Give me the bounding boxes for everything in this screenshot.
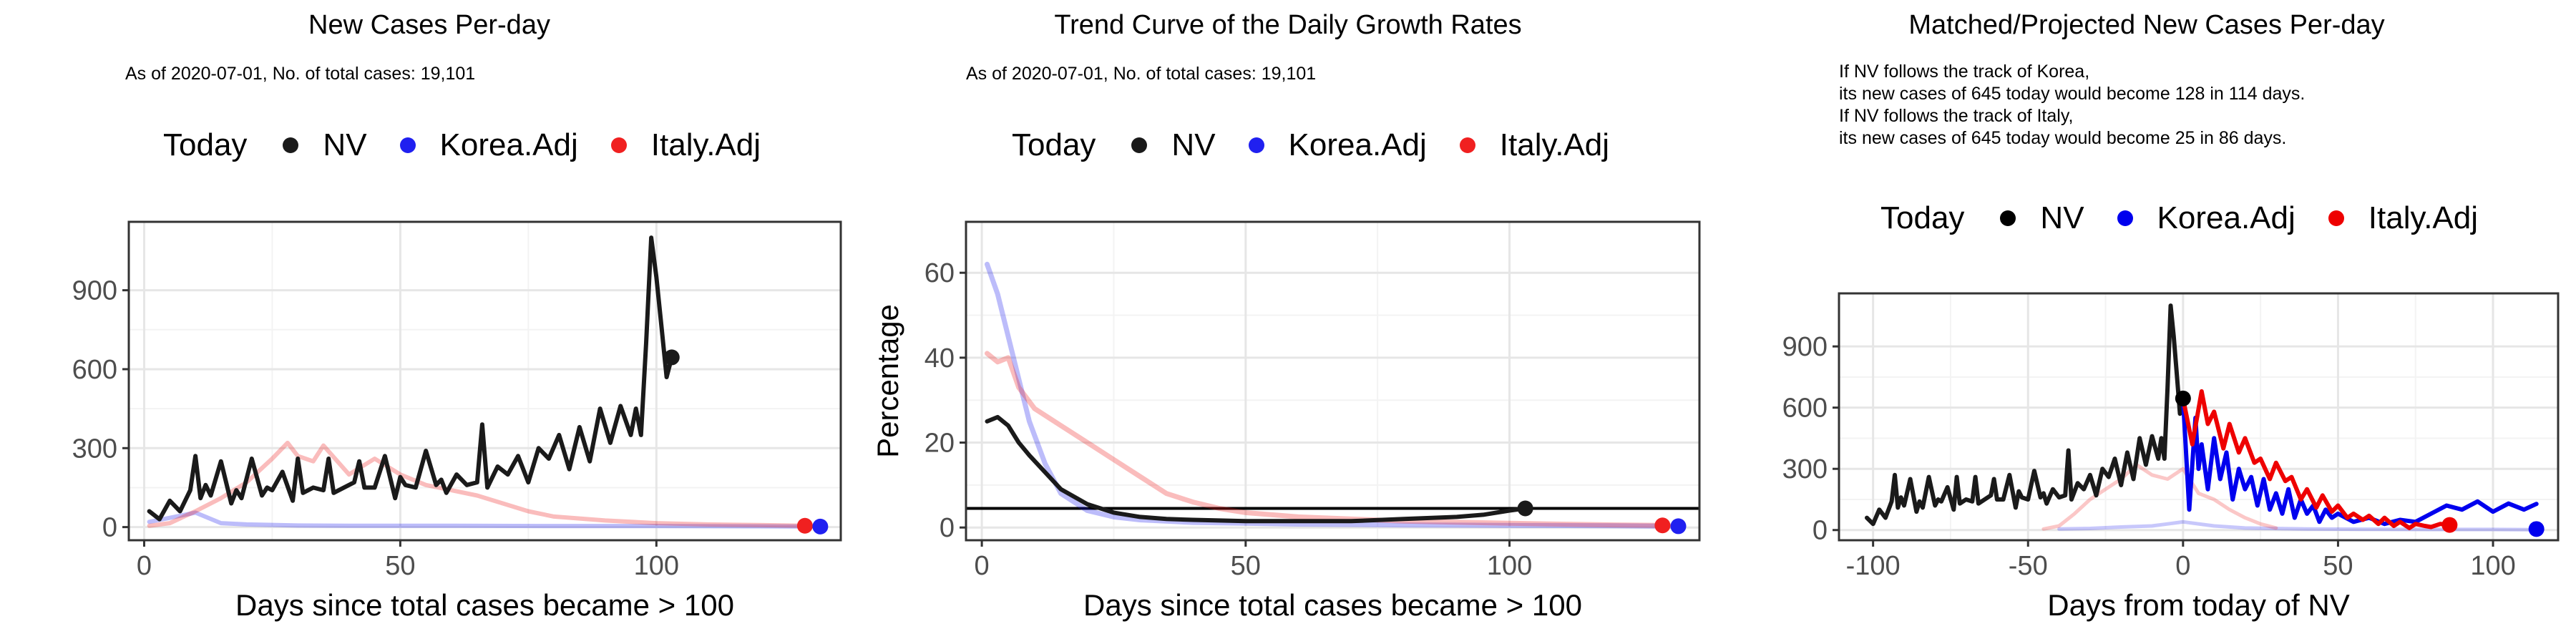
- x-tick-label: 0: [2175, 551, 2190, 581]
- plot-growth-rates: 0 50 100 0 20 40 60 Days since total cases beca…: [871, 220, 1701, 622]
- today-point-korea-adj: [2528, 521, 2545, 537]
- y-tick-label: 20: [924, 429, 955, 459]
- panel-growth-rates: Trend Curve of the Daily Growth Rates As…: [859, 0, 1717, 644]
- y-axis-label: Percentage: [871, 304, 904, 458]
- y-tick-label: 60: [924, 258, 955, 288]
- series-line-nv: [1865, 303, 2185, 527]
- today-point-nv: [1517, 500, 1533, 517]
- chart-subtitle-line: its new cases of 645 today would become …: [1839, 128, 2287, 148]
- legend-item-nv: NV: [1990, 200, 2084, 236]
- legend-title: Today: [1012, 127, 1096, 162]
- legend-dot-icon: [2000, 210, 2016, 226]
- today-point-italy-adj: [2441, 517, 2458, 533]
- x-tick-label: 100: [2470, 551, 2515, 581]
- y-tick-label: 300: [1782, 454, 1828, 484]
- x-tick-label: 100: [634, 551, 679, 581]
- legend-label: Korea.Adj: [2157, 200, 2296, 235]
- plot-projected: -100 -50 0 50 100 0 300 600 900 Days from today o…: [1782, 292, 2560, 622]
- today-point-nv: [663, 349, 680, 366]
- y-tick-label: 0: [1813, 516, 1828, 546]
- legend-label: Italy.Adj: [2368, 200, 2479, 235]
- today-point-italy-adj: [1654, 517, 1671, 534]
- legend-dot-icon: [1248, 137, 1264, 153]
- plot-border: [127, 220, 842, 542]
- y-tick-label: 0: [940, 513, 955, 543]
- x-tick-label: 0: [975, 551, 990, 581]
- chart-subtitle: As of 2020-07-01, No. of total cases: 19…: [966, 64, 1317, 84]
- series-line-nv-faded-italy: [2041, 463, 2278, 531]
- legend-item-korea: Korea.Adj: [1216, 127, 1427, 163]
- chart-title: Trend Curve of the Daily Growth Rates: [1054, 10, 1522, 40]
- legend-dot-icon: [1459, 137, 1475, 153]
- today-point-korea-adj: [812, 518, 829, 535]
- x-axis-label: Days since total cases became > 100: [1083, 588, 1582, 622]
- chart-subtitle-line: If NV follows the track of Korea,: [1839, 62, 2090, 82]
- x-tick-label: -50: [2009, 551, 2048, 581]
- legend-dot-icon: [2117, 210, 2133, 226]
- y-tick-label: 40: [924, 343, 955, 374]
- legend-dot-icon: [283, 137, 299, 153]
- y-tick-label: 600: [72, 355, 117, 385]
- chart-subtitle-line: its new cases of 645 today would become …: [1839, 84, 2306, 104]
- series-line-italy-adj: [985, 351, 1665, 528]
- legend-label: NV: [2040, 200, 2084, 235]
- legend: Today NV Korea.Adj Italy.Adj: [163, 127, 761, 163]
- legend-item-korea: Korea.Adj: [2084, 200, 2296, 236]
- y-tick-label: 0: [102, 513, 117, 543]
- series-line-korea-adj: [985, 261, 1681, 529]
- today-point-italy-adj: [796, 517, 813, 534]
- legend-dot-icon: [1131, 137, 1148, 153]
- legend-title: Today: [1880, 200, 1965, 235]
- chart-title: New Cases Per-day: [308, 10, 550, 40]
- chart-subtitle: As of 2020-07-01, No. of total cases: 19…: [125, 64, 476, 84]
- legend-item-nv: NV: [1121, 127, 1216, 163]
- today-point-korea-adj: [1670, 518, 1687, 535]
- series-line-nv: [985, 414, 1528, 524]
- legend-item-italy: Italy.Adj: [2296, 200, 2478, 236]
- y-tick-label: 900: [72, 276, 117, 306]
- series-line-nv: [147, 235, 674, 522]
- series-line-nv-faded-korea: [2057, 519, 2539, 532]
- legend-label: NV: [1171, 127, 1216, 162]
- x-tick-label: 100: [1487, 551, 1532, 581]
- legend-title: Today: [163, 127, 248, 162]
- x-tick-label: 50: [1231, 551, 1261, 581]
- y-tick-label: 900: [1782, 332, 1828, 362]
- x-tick-label: 0: [137, 551, 152, 581]
- legend-item-nv: NV: [273, 127, 367, 163]
- legend-label: Korea.Adj: [1288, 127, 1427, 162]
- x-tick-label: 50: [385, 551, 415, 581]
- legend-item-italy: Italy.Adj: [578, 127, 761, 163]
- chart-subtitle-line: If NV follows the track of Italy,: [1839, 106, 2074, 126]
- y-tick-label: 300: [72, 434, 117, 464]
- legend-item-korea: Korea.Adj: [367, 127, 578, 163]
- legend-dot-icon: [2328, 210, 2344, 226]
- legend-dot-icon: [610, 137, 627, 153]
- legend-label: NV: [323, 127, 367, 162]
- y-tick-label: 600: [1782, 394, 1828, 424]
- legend-item-italy: Italy.Adj: [1427, 127, 1609, 163]
- plot-border: [965, 220, 1701, 542]
- x-tick-label: 50: [2323, 551, 2353, 581]
- series-line-korea-adj: [2180, 396, 2539, 527]
- legend-dot-icon: [399, 137, 416, 153]
- x-axis-label: Days since total cases became > 100: [235, 588, 734, 622]
- legend: Today NV Korea.Adj Italy.Adj: [1012, 127, 1609, 163]
- x-axis-label: Days from today of NV: [2047, 588, 2349, 622]
- legend-label: Korea.Adj: [439, 127, 578, 162]
- legend-label: Italy.Adj: [650, 127, 761, 162]
- chart-title: Matched/Projected New Cases Per-day: [1908, 10, 2385, 40]
- today-point-nv: [2175, 390, 2191, 406]
- plot-border: [1838, 292, 2560, 542]
- series-line-italy-adj: [2180, 389, 2452, 530]
- series-line-korea-adj: [147, 510, 823, 529]
- plot-new-cases: 0 50 100 0 300 600 900 Days since total cases b…: [72, 220, 842, 622]
- plot-area: [966, 222, 1699, 540]
- x-tick-label: -100: [1846, 551, 1901, 581]
- panel-projected: Matched/Projected New Cases Per-day If N…: [1717, 0, 2576, 644]
- legend: Today NV Korea.Adj Italy.Adj: [1880, 200, 2478, 236]
- panel-new-cases: New Cases Per-day As of 2020-07-01, No. …: [0, 0, 859, 644]
- legend-label: Italy.Adj: [1499, 127, 1610, 162]
